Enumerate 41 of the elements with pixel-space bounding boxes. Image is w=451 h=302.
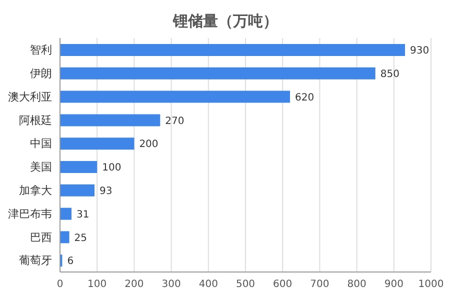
data-label: 850 bbox=[380, 68, 400, 80]
bar bbox=[60, 138, 134, 150]
bar bbox=[60, 161, 98, 173]
data-label: 200 bbox=[139, 139, 158, 150]
x-tick-label: 900 bbox=[384, 279, 404, 290]
y-tick-label: 智利 bbox=[30, 44, 52, 57]
y-tick-label: 加拿大 bbox=[19, 184, 52, 198]
x-tick-label: 300 bbox=[162, 279, 181, 290]
y-tick-label: 阿根廷 bbox=[19, 114, 52, 127]
data-label: 270 bbox=[165, 116, 184, 127]
y-tick-label: 美国 bbox=[30, 160, 52, 174]
x-tick-label: 100 bbox=[88, 279, 107, 290]
data-label: 930 bbox=[410, 46, 430, 57]
y-tick-label: 津巴布韦 bbox=[8, 207, 52, 220]
data-label: 93 bbox=[100, 186, 112, 197]
y-tick-label: 中国 bbox=[30, 137, 52, 150]
bar bbox=[60, 67, 376, 80]
bar bbox=[60, 208, 72, 220]
x-tick-label: 500 bbox=[236, 279, 256, 290]
x-tick-label: 400 bbox=[198, 279, 218, 290]
bar bbox=[60, 184, 95, 196]
bar bbox=[60, 114, 160, 126]
data-label: 25 bbox=[74, 232, 88, 244]
bar bbox=[60, 44, 406, 56]
y-tick-label: 澳大利亚 bbox=[8, 90, 52, 104]
x-tick-label: 1000 bbox=[418, 279, 444, 290]
x-tick-label: 200 bbox=[124, 279, 144, 290]
bar bbox=[60, 90, 290, 103]
y-tick-label: 巴西 bbox=[30, 230, 52, 244]
data-label: 100 bbox=[102, 162, 122, 174]
x-tick-label: 0 bbox=[56, 279, 64, 290]
chart-title: 锂储量（万吨） bbox=[172, 11, 279, 32]
data-label: 6 bbox=[67, 256, 74, 268]
y-tick-label: 伊朗 bbox=[30, 67, 52, 80]
data-label: 31 bbox=[76, 209, 90, 220]
x-tick-label: 700 bbox=[310, 279, 330, 290]
x-tick-label: 600 bbox=[273, 279, 292, 290]
data-label: 620 bbox=[295, 92, 314, 104]
bar bbox=[60, 231, 70, 244]
x-tick-label: 800 bbox=[347, 279, 366, 290]
y-tick-label: 葡萄牙 bbox=[19, 254, 52, 268]
